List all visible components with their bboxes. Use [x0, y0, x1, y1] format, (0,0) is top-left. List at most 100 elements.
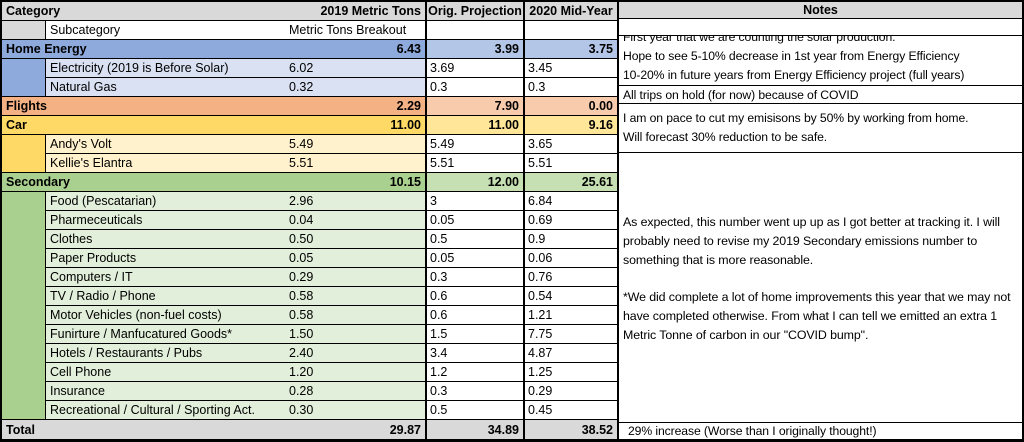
subcategory-name[interactable]: Recreational / Cultural / Sporting Act.: [46, 401, 287, 420]
category-band-cell[interactable]: [2, 268, 46, 287]
category-cell[interactable]: Home Energy 6.43: [2, 40, 427, 59]
mid-year-value[interactable]: 0.69: [525, 211, 619, 230]
mid-year-value[interactable]: 0.06: [525, 249, 619, 268]
breakout-value[interactable]: 0.50: [287, 230, 427, 249]
breakout-value[interactable]: 0.32: [287, 78, 427, 97]
breakout-value[interactable]: 0.30: [287, 401, 427, 420]
breakout-value[interactable]: 5.49: [287, 135, 427, 154]
total-cell[interactable]: Total 29.87: [2, 420, 427, 439]
breakout-value[interactable]: 0.04: [287, 211, 427, 230]
category-band-cell[interactable]: [2, 21, 46, 40]
mid-year-value[interactable]: 3.75: [525, 40, 619, 59]
category-band-cell[interactable]: [2, 325, 46, 344]
category-band-cell[interactable]: [2, 230, 46, 249]
orig-projection-value[interactable]: 1.5: [427, 325, 525, 344]
breakout-value[interactable]: 0.29: [287, 268, 427, 287]
category-cell[interactable]: Car 11.00: [2, 116, 427, 135]
orig-projection-value[interactable]: 11.00: [427, 116, 525, 135]
orig-projection-value[interactable]: 3.69: [427, 59, 525, 78]
total-mid-year-value[interactable]: 38.52: [525, 420, 619, 439]
category-band-cell[interactable]: [2, 287, 46, 306]
orig-projection-value[interactable]: 0.6: [427, 287, 525, 306]
mid-year-value[interactable]: 0.00: [525, 97, 619, 116]
notes-empty-cell[interactable]: [619, 19, 1022, 37]
subcategory-name[interactable]: Food (Pescatarian): [46, 192, 287, 211]
orig-projection-value[interactable]: 0.3: [427, 382, 525, 401]
category-band-cell[interactable]: [2, 59, 46, 78]
mid-year-value[interactable]: 5.51: [525, 154, 619, 173]
orig-projection-value[interactable]: 5.51: [427, 154, 525, 173]
category-cell[interactable]: Secondary 10.15: [2, 173, 427, 192]
mid-year-value[interactable]: 0.54: [525, 287, 619, 306]
subcategory-name[interactable]: Electricity (2019 is Before Solar): [46, 59, 287, 78]
category-band-cell[interactable]: [2, 306, 46, 325]
orig-projection-value[interactable]: 7.90: [427, 97, 525, 116]
breakout-value[interactable]: 2.40: [287, 344, 427, 363]
mid-year-value[interactable]: 0.76: [525, 268, 619, 287]
breakout-value[interactable]: 1.50: [287, 325, 427, 344]
category-band-cell[interactable]: [2, 382, 46, 401]
mid-year-value[interactable]: 0.29: [525, 382, 619, 401]
orig-projection-value[interactable]: 3.4: [427, 344, 525, 363]
note-car[interactable]: I am on pace to cut my emisisons by 50% …: [619, 104, 1022, 153]
mid-year-value[interactable]: 7.75: [525, 325, 619, 344]
breakout-value[interactable]: 0.05: [287, 249, 427, 268]
breakout-value[interactable]: 6.02: [287, 59, 427, 78]
subcategory-name[interactable]: Insurance: [46, 382, 287, 401]
category-header-cell[interactable]: Category 2019 Metric Tons: [2, 2, 427, 21]
orig-projection-value[interactable]: 5.49: [427, 135, 525, 154]
subcategory-name[interactable]: Computers / IT: [46, 268, 287, 287]
orig-projection-value[interactable]: 0.6: [427, 306, 525, 325]
note-secondary[interactable]: As expected, this number went up up as I…: [619, 153, 1022, 423]
notes-header-cell[interactable]: Notes: [619, 2, 1022, 20]
note-home-energy[interactable]: First year that we are counting the sola…: [619, 36, 1022, 87]
orig-projection-value[interactable]: 0.05: [427, 249, 525, 268]
breakout-value[interactable]: 0.58: [287, 287, 427, 306]
orig-projection-value[interactable]: 1.2: [427, 363, 525, 382]
subcategory-header-cell[interactable]: Subcategory: [46, 21, 287, 40]
breakout-value[interactable]: 0.28: [287, 382, 427, 401]
mid-year-value[interactable]: 25.61: [525, 173, 619, 192]
category-band-cell[interactable]: [2, 401, 46, 420]
subcategory-name[interactable]: Andy's Volt: [46, 135, 287, 154]
orig-projection-value[interactable]: 0.5: [427, 401, 525, 420]
subcategory-name[interactable]: Natural Gas: [46, 78, 287, 97]
mid-year-value[interactable]: 0.9: [525, 230, 619, 249]
orig-projection-value[interactable]: 3: [427, 192, 525, 211]
category-band-cell[interactable]: [2, 78, 46, 97]
breakout-value[interactable]: 5.51: [287, 154, 427, 173]
subcategory-name[interactable]: Clothes: [46, 230, 287, 249]
category-band-cell[interactable]: [2, 249, 46, 268]
orig-projection-value[interactable]: 0.5: [427, 230, 525, 249]
subcategory-name[interactable]: Cell Phone: [46, 363, 287, 382]
note-total[interactable]: 29% increase (Worse than I originally th…: [619, 423, 1022, 439]
mid-year-value[interactable]: 0.45: [525, 401, 619, 420]
orig-projection-value[interactable]: 3.99: [427, 40, 525, 59]
orig-projection-value[interactable]: 0.3: [427, 268, 525, 287]
category-band-cell[interactable]: [2, 135, 46, 154]
mid-year-value[interactable]: 6.84: [525, 192, 619, 211]
subcategory-name[interactable]: Funirture / Manfucatured Goods*: [46, 325, 287, 344]
subcategory-name[interactable]: TV / Radio / Phone: [46, 287, 287, 306]
breakout-value[interactable]: 1.20: [287, 363, 427, 382]
mid-year-value[interactable]: 1.21: [525, 306, 619, 325]
subcategory-name[interactable]: Paper Products: [46, 249, 287, 268]
total-orig-projection-value[interactable]: 34.89: [427, 420, 525, 439]
mid-year-value[interactable]: 9.16: [525, 116, 619, 135]
breakout-value[interactable]: 2.96: [287, 192, 427, 211]
breakout-value[interactable]: 0.58: [287, 306, 427, 325]
subcategory-name[interactable]: Hotels / Restaurants / Pubs: [46, 344, 287, 363]
mid-year-value[interactable]: 0.3: [525, 78, 619, 97]
empty-cell[interactable]: [427, 21, 525, 40]
subcategory-name[interactable]: Kellie's Elantra: [46, 154, 287, 173]
category-band-cell[interactable]: [2, 211, 46, 230]
subcategory-name[interactable]: Pharmeceuticals: [46, 211, 287, 230]
col-orig-projection-label[interactable]: Orig. Projection: [427, 2, 525, 21]
orig-projection-value[interactable]: 12.00: [427, 173, 525, 192]
orig-projection-value[interactable]: 0.05: [427, 211, 525, 230]
orig-projection-value[interactable]: 0.3: [427, 78, 525, 97]
category-cell[interactable]: Flights 2.29: [2, 97, 427, 116]
subcategory-name[interactable]: Motor Vehicles (non-fuel costs): [46, 306, 287, 325]
breakout-header-cell[interactable]: Metric Tons Breakout: [287, 21, 427, 40]
category-band-cell[interactable]: [2, 363, 46, 382]
